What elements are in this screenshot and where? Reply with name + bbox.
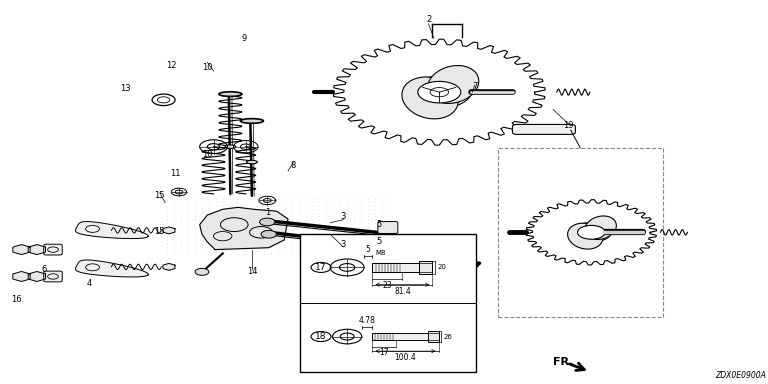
Text: 20: 20: [438, 265, 447, 270]
Text: 26: 26: [444, 334, 453, 339]
Circle shape: [311, 262, 331, 272]
Polygon shape: [200, 207, 288, 250]
Bar: [498, 148, 663, 317]
Text: 3: 3: [341, 212, 346, 222]
Circle shape: [261, 230, 276, 238]
Text: 1: 1: [265, 208, 270, 217]
Circle shape: [195, 268, 209, 275]
Text: 8: 8: [291, 161, 296, 170]
Circle shape: [260, 218, 275, 226]
Bar: [419, 261, 432, 273]
Text: 17: 17: [379, 348, 389, 358]
Circle shape: [578, 225, 605, 239]
Text: 11: 11: [170, 169, 180, 179]
Text: 19: 19: [563, 121, 574, 131]
Polygon shape: [163, 263, 175, 270]
Polygon shape: [163, 227, 175, 234]
Circle shape: [418, 81, 461, 103]
Bar: [428, 331, 439, 342]
Text: 12: 12: [166, 61, 177, 70]
Polygon shape: [28, 245, 45, 255]
Polygon shape: [13, 245, 30, 255]
Text: 15: 15: [154, 190, 165, 200]
Bar: [372, 333, 428, 340]
Text: 18: 18: [316, 332, 326, 341]
Ellipse shape: [568, 223, 603, 249]
Text: 6: 6: [42, 265, 47, 274]
Text: 23: 23: [382, 281, 392, 290]
Text: 9: 9: [242, 34, 247, 43]
Ellipse shape: [225, 145, 236, 149]
FancyBboxPatch shape: [512, 124, 575, 134]
Polygon shape: [75, 260, 148, 277]
Polygon shape: [75, 222, 148, 238]
Ellipse shape: [584, 216, 617, 240]
Circle shape: [380, 230, 391, 236]
FancyBboxPatch shape: [44, 271, 62, 282]
FancyBboxPatch shape: [44, 244, 62, 255]
Ellipse shape: [402, 77, 458, 119]
Text: 5: 5: [366, 245, 371, 253]
Circle shape: [376, 244, 387, 249]
Text: FR.: FR.: [553, 357, 574, 367]
Polygon shape: [13, 271, 30, 281]
Text: 5: 5: [376, 220, 381, 229]
Text: 13: 13: [120, 84, 131, 93]
Text: 100.4: 100.4: [395, 353, 416, 362]
Text: 10: 10: [202, 150, 213, 159]
Bar: [300, 234, 476, 372]
Text: 2: 2: [426, 15, 431, 25]
Ellipse shape: [428, 66, 478, 103]
Ellipse shape: [219, 92, 242, 96]
Polygon shape: [28, 271, 45, 281]
Text: 3: 3: [341, 240, 346, 249]
Text: 14: 14: [247, 267, 257, 276]
Circle shape: [311, 331, 331, 341]
Text: 17: 17: [316, 263, 326, 272]
Text: 16: 16: [12, 295, 22, 304]
Text: 4.78: 4.78: [359, 316, 376, 324]
Text: 15: 15: [154, 227, 165, 236]
Text: 5: 5: [376, 237, 381, 247]
Text: 4: 4: [87, 278, 91, 288]
FancyBboxPatch shape: [378, 222, 398, 233]
Text: 81.4: 81.4: [394, 286, 411, 296]
Bar: [372, 263, 419, 272]
Text: ZDX0E0900A: ZDX0E0900A: [716, 371, 766, 380]
Text: M8: M8: [375, 250, 386, 256]
Text: 7: 7: [472, 82, 477, 91]
Bar: [165, 196, 392, 255]
Text: 10: 10: [202, 63, 213, 72]
Ellipse shape: [240, 119, 263, 123]
Ellipse shape: [247, 161, 257, 164]
